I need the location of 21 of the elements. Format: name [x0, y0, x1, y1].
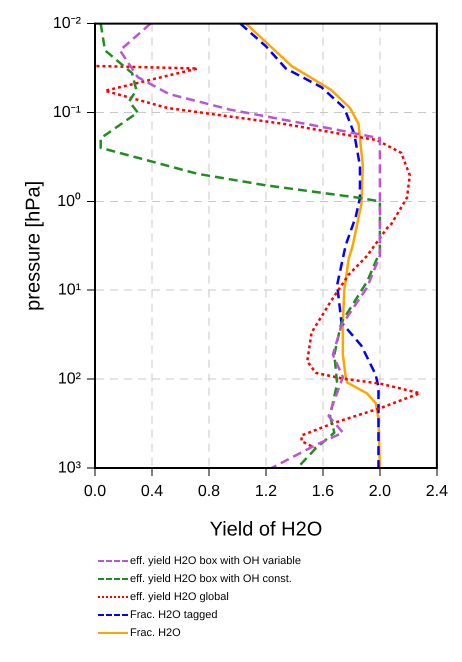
legend-label: eff. yield H2O global [130, 591, 229, 603]
x-tick-label: 2.4 [426, 483, 448, 500]
x-tick-label: 2.0 [368, 483, 392, 500]
y-tick-label: 10² [58, 370, 82, 388]
y-tick-label: 10¹ [58, 282, 81, 299]
y-tick-label: 10³ [58, 459, 82, 476]
y-tick-label: 10⁻¹ [52, 104, 81, 121]
y-tick-label: 10⁻² [52, 15, 82, 32]
line-series [95, 64, 422, 450]
legend-label: eff. yield H2O box with OH variable [130, 555, 301, 567]
x-axis-title: Yield of H2O [210, 518, 322, 541]
legend-label: eff. yield H2O box with OH const. [130, 573, 292, 585]
x-tick-label: 1.2 [254, 483, 278, 500]
x-tick-label: 1.6 [312, 483, 334, 500]
x-tick-label: 0.0 [84, 483, 106, 500]
x-tick-label: 0.8 [198, 483, 220, 500]
legend-label: Frac. H2O tagged [130, 609, 218, 621]
y-tick-label: 10⁰ [57, 192, 81, 210]
y-axis-title: pressure [hPa] [22, 180, 45, 311]
x-tick-label: 0.4 [140, 483, 164, 500]
legend-label: Frac. H2O [130, 627, 181, 639]
